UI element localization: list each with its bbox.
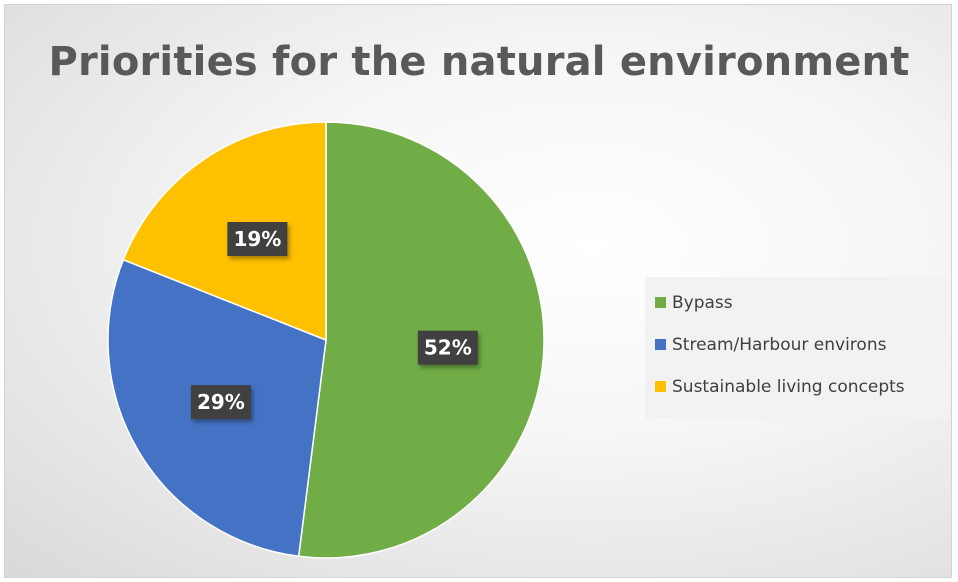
legend-swatch-bypass (655, 296, 666, 308)
pie-slice-sustainable-living-concepts (122, 121, 327, 342)
legend-label-bypass: Bypass (672, 293, 733, 313)
data-label-bypass: 52% (417, 330, 478, 365)
chart-area: Priorities for the natural environment 5… (4, 4, 952, 578)
legend-label-sustainable-living-concepts: Sustainable living concepts (672, 377, 905, 397)
data-label-text-bypass: 52% (424, 336, 472, 360)
data-label-sustainable-living-concepts: 19% (227, 222, 288, 257)
pie-chart: 52% 29% 19% (107, 121, 545, 559)
legend-swatch-sustainable-living-concepts (655, 380, 666, 392)
legend: Bypass Stream/Harbour environs Sustainab… (645, 277, 949, 419)
data-label-box-sustainable-living-concepts (227, 222, 288, 257)
chart-title: Priorities for the natural environment (48, 39, 910, 85)
data-label-box-bypass (417, 330, 478, 365)
legend-label-stream-harbour-environs: Stream/Harbour environs (672, 335, 887, 355)
legend-swatch-stream-harbour-environs (655, 338, 666, 350)
data-label-stream-harbour-environs: 29% (190, 385, 251, 420)
legend-item-sustainable-living-concepts: Sustainable living concepts (655, 375, 905, 399)
data-label-text-sustainable-living-concepts: 19% (233, 227, 281, 251)
legend-item-stream-harbour-environs: Stream/Harbour environs (655, 333, 886, 357)
data-label-box-stream-harbour-environs (190, 385, 251, 420)
legend-item-bypass: Bypass (655, 291, 733, 315)
data-label-text-stream-harbour-environs: 29% (197, 390, 245, 414)
